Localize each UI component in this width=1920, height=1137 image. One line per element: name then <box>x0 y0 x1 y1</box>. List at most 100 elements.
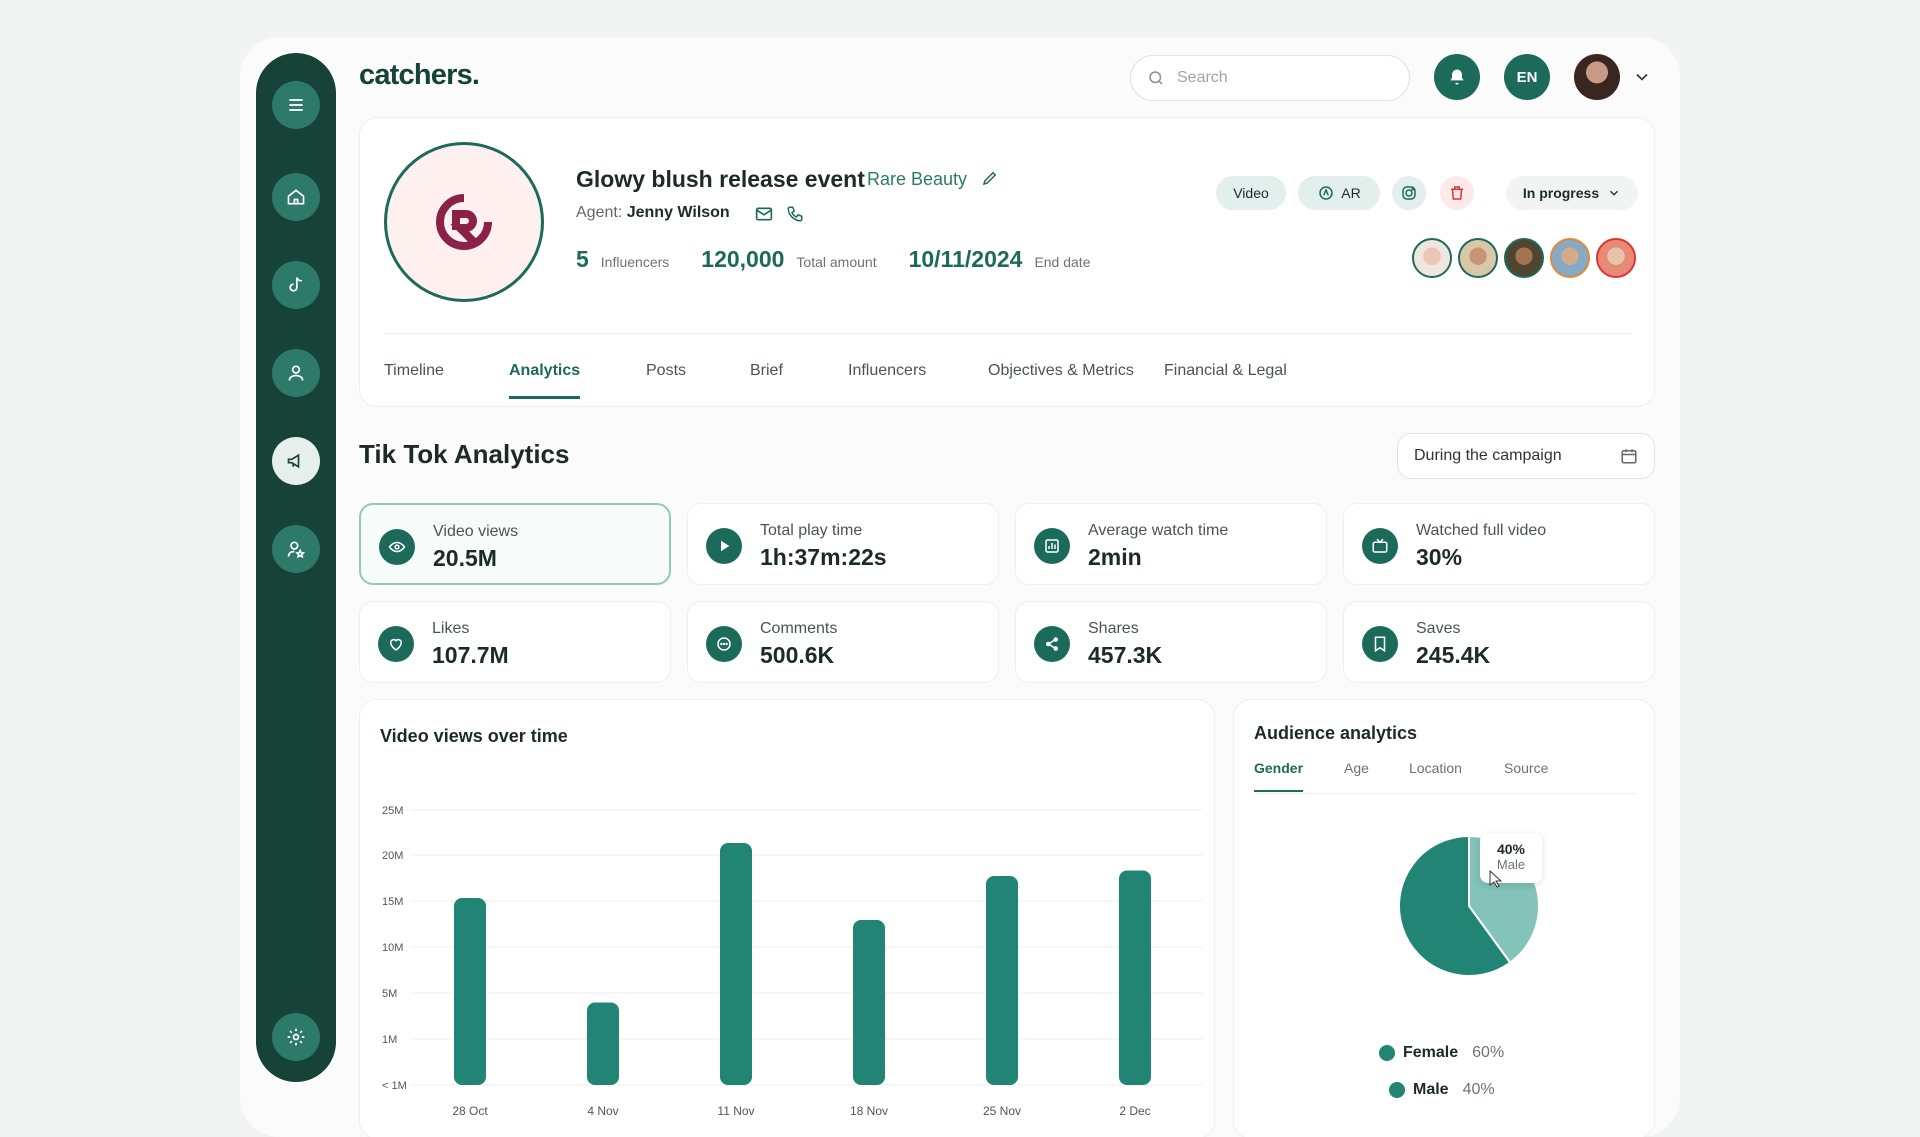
bar[interactable] <box>720 843 752 1085</box>
menu-button[interactable] <box>272 81 320 129</box>
campaign-title: Glowy blush release event <box>576 166 865 192</box>
period-picker[interactable]: During the campaign <box>1397 433 1655 479</box>
audience-tab-gender[interactable]: Gender <box>1254 760 1304 792</box>
bar[interactable] <box>1119 870 1151 1086</box>
bar[interactable] <box>587 1002 619 1086</box>
pie-slice-female[interactable] <box>1398 834 1512 977</box>
metric-card-average-watch-time[interactable]: Average watch time 2min <box>1015 503 1327 585</box>
tab-analytics[interactable]: Analytics <box>509 362 581 399</box>
metric-label: Shares <box>1088 620 1139 637</box>
legend-dot <box>1389 1082 1405 1098</box>
chip-ar-label: AR <box>1341 185 1361 201</box>
metric-label: Watched full video <box>1416 522 1547 539</box>
trash-icon <box>1451 186 1463 200</box>
metric-card-watched-full-video[interactable]: Watched full video 30% <box>1343 503 1655 585</box>
metric-value: 2min <box>1088 544 1142 570</box>
delete-button[interactable] <box>1440 176 1474 210</box>
megaphone-icon <box>287 453 300 469</box>
metric-value: 1h:37m:22s <box>760 544 887 570</box>
x-tick-label: 28 Oct <box>452 1104 488 1118</box>
search-box[interactable] <box>1130 55 1410 101</box>
sidebar <box>256 53 336 1082</box>
video-views-chart: < 1M 1M 5M 10M 15M 20M 25M 28 Oct 4 Nov 11 Nov 18 … <box>382 805 1202 1118</box>
video-views-chart-card: Video views over time < 1M 1M 5M 10M 15M 20M 2… <box>359 699 1215 1137</box>
language-button[interactable]: EN <box>1504 54 1550 100</box>
bar[interactable] <box>986 876 1018 1085</box>
metric-card-saves[interactable]: Saves 245.4K <box>1343 601 1655 683</box>
home-icon <box>287 189 305 205</box>
notifications-button[interactable] <box>1434 54 1480 100</box>
user-avatar[interactable] <box>1574 54 1620 100</box>
tab-objectives-metrics[interactable]: Objectives & Metrics <box>988 362 1134 379</box>
sidebar-item-home[interactable] <box>272 173 320 221</box>
bar[interactable] <box>853 920 885 1085</box>
metric-card-comments[interactable]: Comments 500.6K <box>687 601 999 683</box>
bell-icon <box>1450 69 1464 85</box>
metric-card-likes[interactable]: Likes 107.7M <box>359 601 671 683</box>
metric-label: Average watch time <box>1088 522 1229 539</box>
influencer-avatar[interactable] <box>1458 238 1498 278</box>
app-logo[interactable]: catchers. <box>359 59 480 91</box>
influencer-avatar[interactable] <box>1412 238 1452 278</box>
play-icon <box>706 528 742 564</box>
sidebar-item-users[interactable] <box>272 349 320 397</box>
metric-card-total-play-time[interactable]: Total play time 1h:37m:22s <box>687 503 999 585</box>
eye-icon <box>379 529 415 565</box>
tab-posts[interactable]: Posts <box>646 362 687 379</box>
sidebar-item-settings[interactable] <box>272 1013 320 1061</box>
sidebar-item-campaigns[interactable] <box>272 437 320 485</box>
y-tick-label: 15M <box>382 896 403 908</box>
audience-tab-age[interactable]: Age <box>1344 760 1369 776</box>
pencil-icon[interactable] <box>981 169 999 187</box>
search-input[interactable] <box>1177 69 1397 87</box>
campaign-agent: Agent: Jenny Wilson <box>576 204 730 222</box>
bar[interactable] <box>454 898 486 1085</box>
audience-tab-source[interactable]: Source <box>1504 760 1549 776</box>
status-dropdown[interactable]: In progress <box>1506 176 1638 210</box>
campaign-brand[interactable]: Rare Beauty <box>867 169 968 189</box>
sidebar-item-influencers[interactable] <box>272 525 320 573</box>
tiktok-icon <box>289 277 302 292</box>
rare-beauty-logo-icon <box>436 194 492 250</box>
metric-label: Comments <box>760 620 838 637</box>
audience-tabs: Gender Age Location Source <box>1254 760 1636 794</box>
tab-timeline[interactable]: Timeline <box>384 362 444 379</box>
tab-financial-legal[interactable]: Financial & Legal <box>1164 362 1287 379</box>
metric-card-video-views[interactable]: Video views 20.5M <box>359 503 671 585</box>
chart-title: Video views over time <box>380 726 568 746</box>
agent-name: Jenny Wilson <box>626 204 730 221</box>
x-tick-label: 4 Nov <box>587 1104 618 1118</box>
search-icon <box>1149 71 1163 85</box>
sidebar-item-tiktok[interactable] <box>272 261 320 309</box>
metric-value: 500.6K <box>760 642 835 668</box>
chip-video[interactable]: Video <box>1216 176 1286 210</box>
metric-label: Total play time <box>760 522 863 539</box>
chevron-down-icon[interactable] <box>1632 67 1652 87</box>
phone-icon[interactable] <box>786 205 804 223</box>
user-star-icon <box>287 541 306 559</box>
metric-label: Saves <box>1416 620 1461 637</box>
y-tick-label: 1M <box>382 1034 397 1046</box>
legend-dot <box>1379 1045 1395 1061</box>
influencer-avatar[interactable] <box>1550 238 1590 278</box>
instagram-button[interactable] <box>1392 176 1426 210</box>
chip-ar[interactable]: AR <box>1298 176 1380 210</box>
legend-name: Male <box>1413 1081 1449 1098</box>
metric-card-shares[interactable]: Shares 457.3K <box>1015 601 1327 683</box>
campaign-card: Glowy blush release event Rare Beauty Ag… <box>359 117 1655 407</box>
heart-icon <box>378 626 414 662</box>
ar-icon <box>1319 186 1334 200</box>
influencer-avatar[interactable] <box>1504 238 1544 278</box>
mail-icon[interactable] <box>754 205 774 223</box>
stat-amount-label: Total amount <box>796 254 877 270</box>
influencer-avatar[interactable] <box>1596 238 1636 278</box>
audience-tab-location[interactable]: Location <box>1409 760 1462 776</box>
metric-value: 457.3K <box>1088 642 1163 668</box>
x-tick-label: 11 Nov <box>717 1104 754 1118</box>
app-window: catchers. EN Glowy blush release event R… <box>240 37 1680 1137</box>
tab-brief[interactable]: Brief <box>750 362 783 379</box>
tab-influencers[interactable]: Influencers <box>848 362 927 379</box>
analytics-title: Tik Tok Analytics <box>359 439 570 469</box>
legend-female: Female 60% <box>1379 1044 1504 1062</box>
bar-chart-icon <box>1034 528 1070 564</box>
